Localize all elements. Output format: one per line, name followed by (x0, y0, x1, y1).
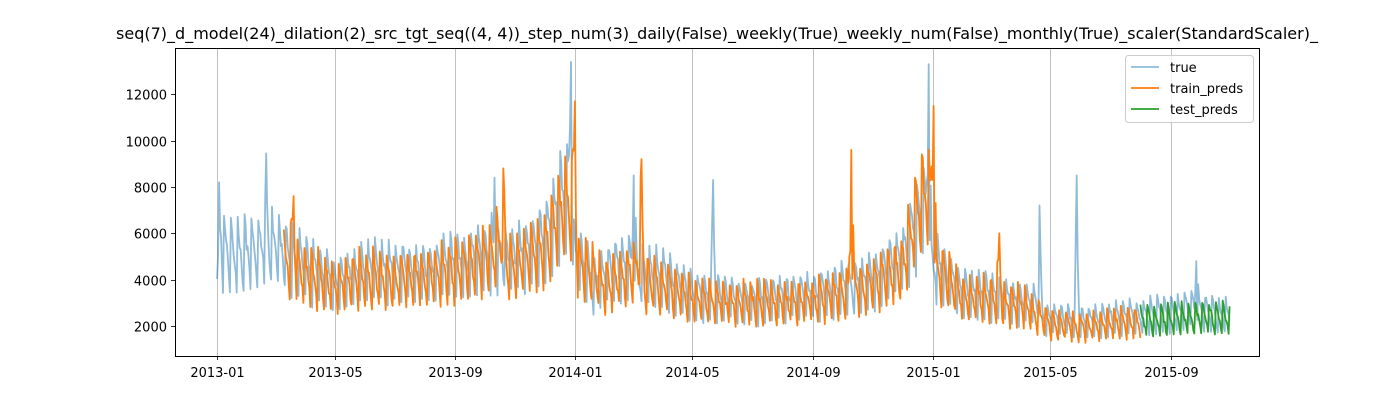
y-tick-label: 10000 (126, 136, 167, 151)
x-tick-label: 2015-01 (906, 366, 960, 381)
x-tick-label: 2015-09 (1144, 366, 1198, 381)
chart-title: seq(7)_d_model(24)_dilation(2)_src_tgt_s… (116, 24, 1319, 44)
legend-label: train_preds (1170, 82, 1243, 97)
series-layer (216, 61, 1231, 344)
legend-label: true (1170, 61, 1197, 76)
series-test-preds-line (1139, 299, 1231, 338)
y-tick-label: 6000 (134, 228, 167, 243)
legend-box (1125, 55, 1254, 123)
legend-label: test_preds (1170, 103, 1238, 118)
y-axis: 2000 4000 6000 8000 10000 12000 (126, 89, 175, 336)
y-tick-label: 2000 (134, 321, 167, 336)
x-tick-label: 2015-05 (1023, 366, 1077, 381)
series-train-preds-line (282, 100, 1142, 344)
legend: true train_preds test_preds (1125, 55, 1254, 123)
plot-frame (175, 48, 1260, 357)
x-tick-label: 2013-01 (190, 366, 244, 381)
y-tick-label: 4000 (134, 275, 167, 290)
x-grid (217, 48, 1172, 356)
x-axis: 2013-01 2013-05 2013-09 2014-01 2014-05 2014-… (190, 356, 1199, 381)
x-tick-label: 2014-09 (786, 366, 840, 381)
x-tick-label: 2014-05 (665, 366, 719, 381)
x-tick-label: 2013-05 (308, 366, 362, 381)
y-tick-label: 8000 (134, 182, 167, 197)
y-tick-label: 12000 (126, 89, 167, 104)
x-tick-label: 2013-09 (428, 366, 482, 381)
x-tick-label: 2014-01 (548, 366, 602, 381)
